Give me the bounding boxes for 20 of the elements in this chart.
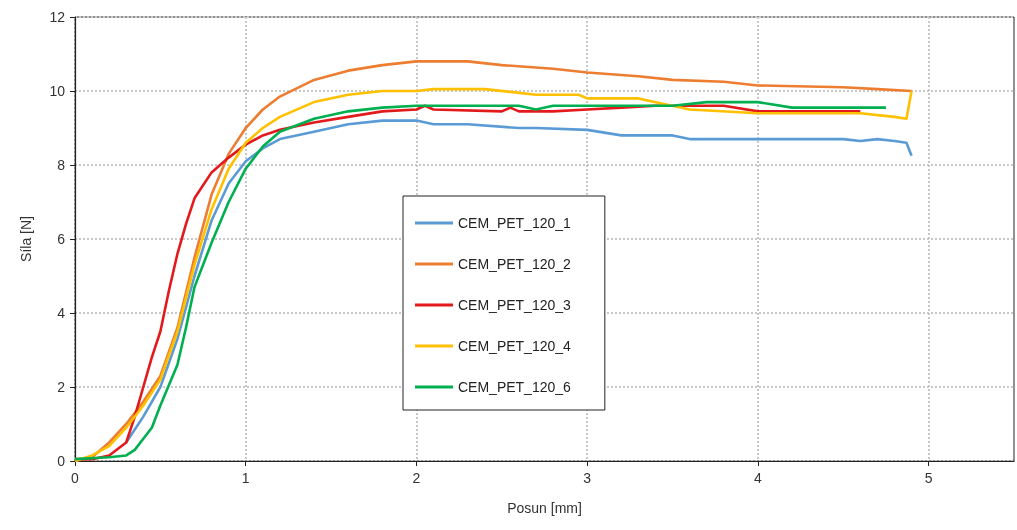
legend-label: CEM_PET_120_3 (458, 297, 572, 313)
x-tick-label: 4 (754, 470, 763, 486)
y-axis-title: Síla [N] (18, 216, 34, 262)
y-tick-label: 0 (57, 453, 66, 469)
legend-label: CEM_PET_120_2 (458, 256, 572, 272)
x-axis-title: Posun [mm] (507, 500, 582, 516)
y-tick-label: 12 (49, 9, 66, 25)
x-tick-label: 5 (924, 470, 933, 486)
legend-label: CEM_PET_120_6 (458, 379, 572, 395)
x-tick-label: 0 (71, 470, 80, 486)
legend-label: CEM_PET_120_1 (458, 215, 572, 231)
y-tick-label: 8 (57, 157, 66, 173)
y-tick-label: 4 (57, 305, 66, 321)
y-tick-label: 10 (49, 83, 66, 99)
x-tick-label: 3 (583, 470, 592, 486)
x-tick-label: 1 (241, 470, 250, 486)
legend-label: CEM_PET_120_4 (458, 338, 572, 354)
y-tick-label: 2 (57, 379, 66, 395)
x-tick-label: 2 (412, 470, 421, 486)
y-tick-label: 6 (57, 231, 66, 247)
